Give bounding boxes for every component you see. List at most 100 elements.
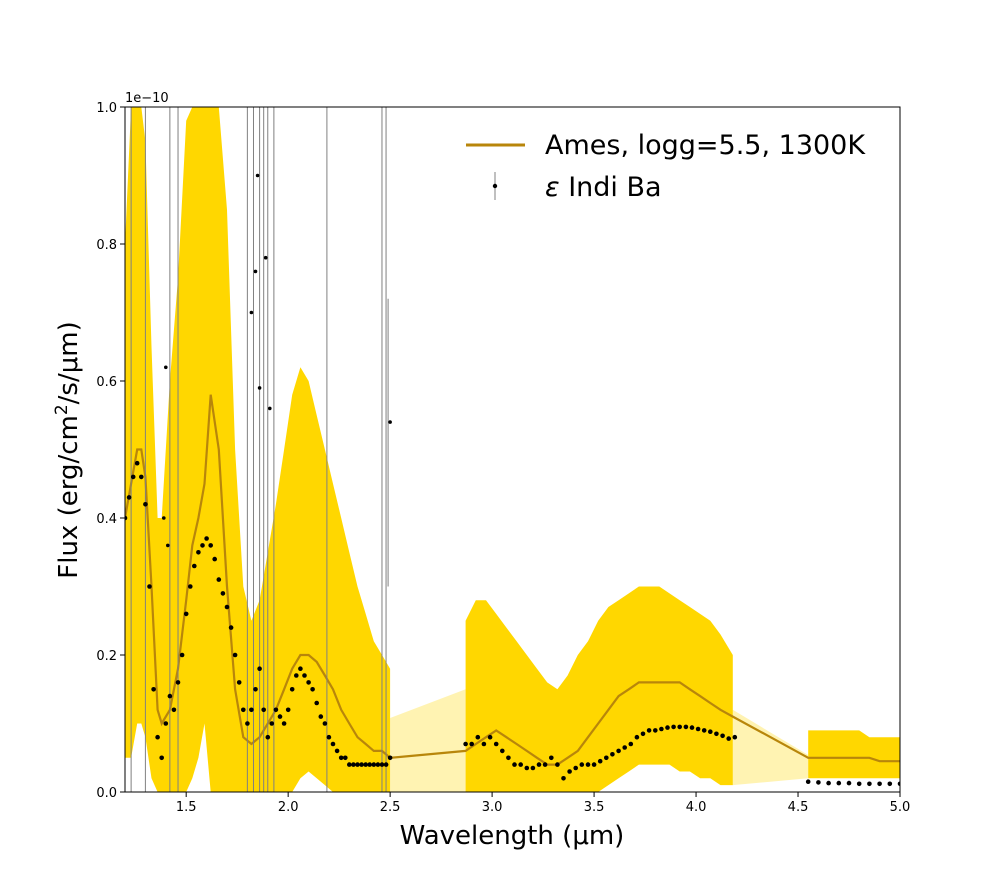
data-point (826, 780, 831, 786)
legend: Ames, logg=5.5, 1300K ε Indi Ba (466, 130, 866, 203)
data-point (701, 728, 707, 733)
data-point (500, 748, 505, 754)
data-point (163, 721, 169, 726)
model-uncertainty-band (808, 730, 900, 779)
x-tick-label: 3.0 (482, 800, 503, 815)
data-point (330, 741, 336, 747)
data-point (708, 729, 713, 734)
x-tick-label: 2.0 (278, 800, 299, 815)
data-point-outlier (388, 420, 392, 424)
data-point (232, 652, 238, 658)
data-point (653, 728, 658, 733)
data-point (714, 731, 719, 737)
data-point (143, 502, 148, 507)
data-point (196, 550, 201, 555)
data-point (567, 769, 572, 774)
model-uncertainty-band (465, 586, 733, 792)
data-point (188, 584, 193, 589)
data-point (524, 765, 530, 771)
y-axis-label-superscript: 2 (52, 404, 72, 415)
data-point (367, 762, 373, 767)
data-point (289, 687, 295, 692)
y-axis-label-part-1: Flux (erg/cm (54, 415, 84, 579)
data-point (236, 680, 242, 685)
data-point (683, 724, 689, 730)
data-point-outlier (257, 386, 262, 390)
data-point (610, 752, 615, 757)
data-point-outlier (164, 365, 168, 370)
data-point (326, 734, 332, 740)
data-point (200, 543, 205, 548)
data-point (493, 741, 499, 747)
x-tick-label: 1.5 (176, 800, 197, 815)
data-point (561, 776, 566, 781)
data-point (139, 474, 144, 480)
x-axis-ticks: 1.5 2.0 2.5 3.0 3.5 4.0 4.5 5.0 (176, 792, 911, 815)
data-point (310, 687, 315, 692)
y-tick-label: 1.0 (96, 101, 117, 116)
model-uncertainty-band (125, 107, 391, 792)
data-point (151, 687, 156, 692)
data-point (585, 762, 591, 767)
data-point (306, 680, 311, 685)
data-point (208, 543, 213, 548)
data-point (469, 741, 475, 747)
legend-data-marker (492, 183, 498, 189)
data-point (334, 748, 340, 754)
data-point (597, 758, 603, 764)
data-point (347, 762, 352, 767)
data-point (126, 495, 132, 500)
legend-data-label-epsilon: ε (545, 172, 560, 203)
data-point (867, 781, 872, 787)
x-tick-label: 3.5 (584, 800, 605, 815)
data-point (175, 680, 181, 685)
data-point (363, 762, 369, 767)
data-point (273, 707, 279, 713)
data-point (298, 666, 303, 671)
data-point (555, 762, 560, 767)
y-axis-label-part-2: /s/μm) (54, 321, 84, 404)
data-point (536, 762, 542, 767)
data-point (216, 577, 222, 582)
data-point (285, 707, 291, 713)
data-point (147, 584, 152, 589)
data-point (171, 707, 177, 713)
data-point (228, 625, 234, 630)
data-point (856, 781, 862, 787)
data-point (379, 762, 385, 767)
data-point (475, 734, 481, 740)
data-point-outlier (249, 310, 254, 315)
data-point-outlier (162, 516, 166, 520)
data-point (212, 556, 217, 562)
data-point (846, 780, 852, 786)
plot-area (125, 107, 900, 792)
y-tick-label: 0.2 (96, 649, 117, 664)
data-point (591, 762, 597, 767)
data-point (269, 721, 275, 726)
data-point (249, 707, 254, 713)
model-gap-band (390, 689, 466, 792)
data-point (640, 731, 646, 737)
data-point (877, 781, 882, 787)
data-point (542, 762, 548, 767)
data-point (241, 707, 246, 713)
data-points-layer (125, 173, 900, 787)
model-line-layer (125, 394, 900, 766)
y-axis-label: Flux (erg/cm2/s/μm) (52, 321, 84, 578)
data-point (257, 666, 262, 671)
data-point (616, 748, 621, 754)
data-point (314, 700, 320, 706)
x-tick-label: 5.0 (890, 800, 911, 815)
legend-data-label-rest: Indi Ba (560, 172, 662, 203)
data-point (634, 734, 640, 740)
data-point (220, 591, 226, 596)
x-tick-label: 2.5 (380, 800, 401, 815)
data-point (665, 725, 670, 730)
data-point (281, 721, 287, 726)
data-point (720, 733, 725, 739)
data-point (604, 755, 609, 761)
data-point (375, 762, 381, 767)
y-tick-label: 0.4 (96, 512, 117, 527)
data-point (338, 755, 344, 761)
